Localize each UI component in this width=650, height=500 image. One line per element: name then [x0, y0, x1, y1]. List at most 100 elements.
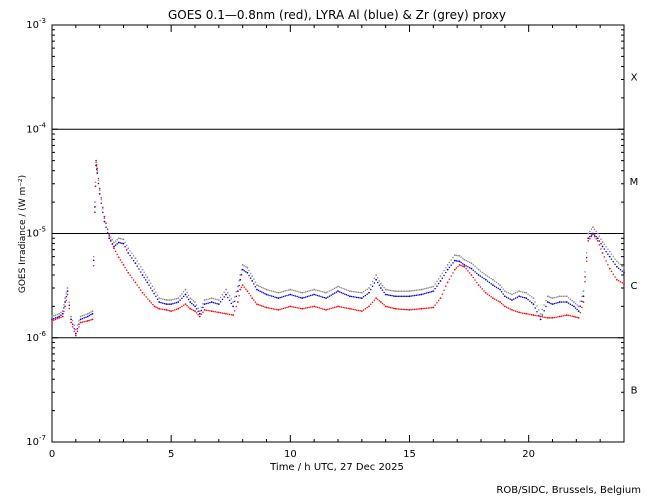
data-point-blue — [577, 310, 580, 313]
trace-dot-grey — [445, 266, 447, 269]
trace-dot-blue — [245, 270, 247, 273]
trace-dot-grey — [149, 282, 152, 284]
trace-dot-grey — [555, 296, 557, 298]
data-point-grey — [525, 291, 528, 294]
trace-dot-blue — [474, 271, 476, 273]
trace-dot-red — [605, 260, 607, 262]
trace-dot-blue — [143, 276, 145, 279]
trace-dot-red — [155, 306, 157, 308]
data-point-red — [153, 305, 156, 308]
data-point-red — [432, 306, 435, 309]
trace-dot-blue — [350, 295, 353, 298]
trace-dot-red — [114, 250, 117, 253]
trace-dot-red — [272, 308, 275, 310]
trace-dot-grey — [538, 309, 540, 311]
trace-dot-red — [589, 237, 591, 240]
trace-dot-red — [308, 306, 310, 309]
trace-dot-grey — [156, 294, 159, 296]
trace-dot-blue — [192, 304, 195, 306]
data-point-red — [170, 310, 173, 313]
trace-dot-blue — [422, 293, 424, 295]
trace-dot-red — [296, 306, 298, 309]
data-point-blue — [239, 278, 242, 281]
data-point-red — [148, 300, 151, 302]
trace-dot-grey — [437, 277, 440, 280]
trace-dot-red — [553, 316, 556, 319]
trace-dot-blue — [521, 296, 524, 298]
trace-dot-grey — [298, 291, 300, 293]
trace-dot-blue — [216, 302, 218, 305]
trace-dot-red — [306, 306, 309, 309]
trace-dot-blue — [516, 296, 519, 298]
data-point-blue — [177, 301, 180, 303]
trace-dot-grey — [600, 238, 602, 240]
data-point-grey — [103, 217, 106, 220]
data-point-red — [601, 252, 604, 254]
trace-dot-grey — [129, 250, 131, 252]
trace-dot-red — [516, 311, 519, 313]
trace-dot-grey — [83, 314, 85, 316]
trace-dot-blue — [460, 261, 462, 264]
data-point-red — [113, 247, 115, 250]
trace-dot-grey — [71, 320, 74, 322]
trace-dot-red — [557, 316, 559, 318]
trace-dot-red — [83, 320, 85, 323]
trace-dot-red — [78, 326, 80, 328]
trace-dot-red — [507, 307, 510, 309]
data-point-blue — [492, 284, 494, 286]
trace-dot-blue — [279, 296, 281, 299]
data-point-grey — [539, 312, 542, 315]
trace-dot-grey — [269, 289, 271, 292]
trace-dot-red — [493, 298, 496, 300]
trace-dot-red — [143, 294, 146, 296]
data-point-red — [265, 306, 268, 309]
data-point-blue — [503, 295, 506, 298]
trace-dot-blue — [205, 302, 208, 305]
trace-dot-blue — [195, 308, 198, 310]
trace-dot-red — [425, 307, 428, 309]
data-point-grey — [198, 310, 201, 313]
series-blue — [51, 164, 625, 335]
trace-dot-red — [342, 306, 344, 309]
trace-dot-blue — [73, 328, 75, 330]
trace-dot-red — [260, 305, 263, 307]
data-point-blue — [265, 293, 268, 296]
trace-dot-blue — [502, 293, 504, 295]
trace-dot-red — [332, 307, 334, 309]
data-point-red — [256, 303, 258, 306]
trace-dot-red — [100, 197, 103, 199]
trace-dot-blue — [567, 302, 570, 304]
trace-dot-blue — [362, 296, 365, 298]
trace-dot-blue — [381, 289, 384, 291]
data-point-blue — [70, 318, 72, 321]
trace-dot-blue — [603, 248, 606, 250]
trace-dot-red — [223, 312, 225, 315]
trace-dot-grey — [376, 277, 379, 279]
data-point-grey — [532, 297, 535, 300]
trace-dot-blue — [585, 256, 588, 259]
trace-dot-grey — [253, 278, 255, 280]
trace-dot-blue — [68, 304, 71, 307]
trace-dot-red — [179, 306, 181, 309]
trace-dot-blue — [90, 313, 92, 316]
trace-dot-grey — [192, 299, 195, 302]
trace-dot-grey — [468, 261, 471, 264]
data-point-blue — [241, 268, 244, 271]
trace-dot-red — [292, 306, 295, 308]
trace-dot-red — [467, 270, 469, 272]
trace-dot-blue — [100, 202, 103, 204]
trace-dot-red — [410, 308, 412, 311]
trace-dot-blue — [555, 302, 557, 304]
data-point-red — [91, 318, 94, 321]
trace-dot-red — [249, 295, 252, 297]
trace-dot-blue — [167, 303, 169, 305]
trace-dot-red — [320, 307, 322, 310]
data-point-red — [313, 305, 316, 308]
y-tick-label: 10-5 — [26, 226, 46, 240]
trace-dot-grey — [405, 290, 408, 292]
data-point-red — [61, 315, 64, 318]
trace-dot-grey — [125, 244, 128, 247]
data-point-blue — [408, 295, 411, 298]
trace-dot-red — [335, 306, 338, 308]
trace-dot-grey — [63, 303, 65, 306]
